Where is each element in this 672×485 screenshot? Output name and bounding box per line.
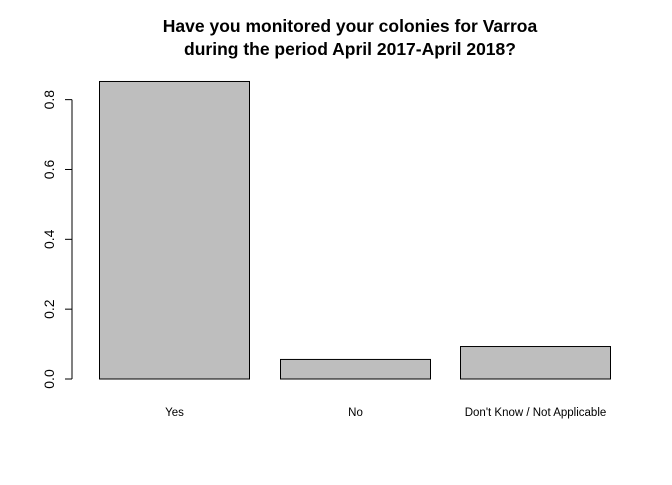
x-tick-label: Don't Know / Not Applicable xyxy=(465,407,607,419)
x-tick-label: Yes xyxy=(165,407,184,419)
y-tick-label: 0.6 xyxy=(41,160,57,180)
chart-title-line-2: during the period April 2017-April 2018? xyxy=(184,39,516,59)
y-tick-label: 0.4 xyxy=(41,229,57,249)
chart-title-line-1: Have you monitored your colonies for Var… xyxy=(162,16,538,36)
bar xyxy=(460,346,611,380)
y-tick-label: 0.8 xyxy=(41,90,57,110)
x-tick-label: No xyxy=(348,407,363,419)
bar xyxy=(99,80,250,380)
bar xyxy=(280,358,431,380)
y-tick-label: 0.0 xyxy=(41,369,57,389)
y-tick-label: 0.2 xyxy=(41,299,57,319)
